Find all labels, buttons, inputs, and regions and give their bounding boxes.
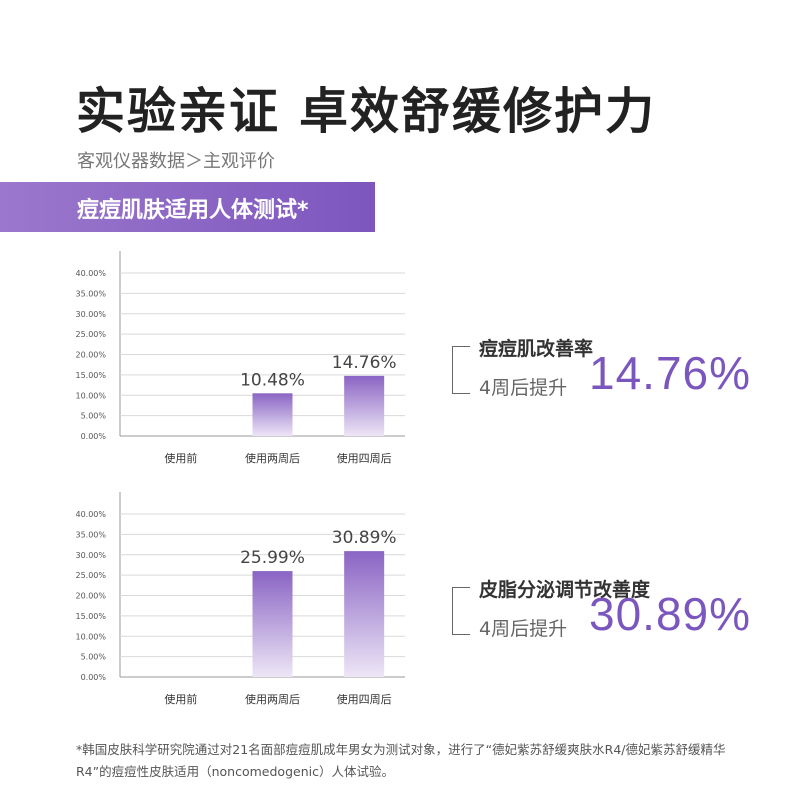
y-tick-label: 30.00% [75, 310, 106, 319]
acne-improvement-chart: 0.00% 5.00% 10.00% 15.00% 20.00% 25.00% 30.00%… [60, 243, 420, 468]
section-banner: 痘痘肌肤适用人体测试* [0, 182, 375, 232]
y-tick-label: 35.00% [75, 289, 106, 298]
category-label: 使用四周后 [337, 693, 392, 706]
page-title: 实验亲证 卓效舒缓修护力 [76, 83, 657, 140]
y-tick-label: 15.00% [75, 612, 106, 621]
category-label: 使用两周后 [245, 452, 300, 465]
data-label: 30.89% [332, 528, 397, 548]
page-subtitle: 客观仪器数据＞主观评价 [77, 151, 275, 172]
stat-prefix: 4周后提升 [479, 618, 568, 640]
y-tick-label: 40.00% [75, 269, 106, 278]
bar-chart-svg: 0.00% 5.00% 10.00% 15.00% 20.00% 25.00% 30.00%… [75, 492, 405, 706]
bar [344, 375, 385, 436]
y-tick-label: 25.00% [75, 571, 106, 580]
bar-chart-svg: 0.00% 5.00% 10.00% 15.00% 20.00% 25.00% 30.00%… [75, 251, 405, 465]
y-tick-label: 0.00% [81, 432, 107, 441]
stat-title: 皮脂分泌调节改善度 [479, 579, 651, 601]
stat-prefix: 4周后提升 [479, 377, 568, 399]
sebum-regulation-chart: 0.00% 5.00% 10.00% 15.00% 20.00% 25.00% 30.00%… [60, 484, 420, 709]
stat-value: 14.76% [589, 347, 752, 399]
category-label: 使用前 [164, 451, 197, 465]
y-tick-label: 25.00% [75, 330, 106, 339]
stat-sebum-regulation: 皮脂分泌调节改善度 4周后提升 30.89% [452, 575, 772, 655]
bar [252, 571, 293, 677]
y-tick-label: 35.00% [75, 530, 106, 539]
category-label: 使用前 [164, 692, 197, 706]
y-tick-label: 5.00% [81, 653, 107, 662]
y-tick-label: 0.00% [81, 673, 107, 682]
y-tick-label: 40.00% [75, 510, 106, 519]
y-tick-label: 30.00% [75, 551, 106, 560]
y-tick-label: 10.00% [75, 632, 106, 641]
category-label: 使用四周后 [337, 452, 392, 465]
category-label: 使用两周后 [245, 693, 300, 706]
y-tick-label: 20.00% [75, 592, 106, 601]
bar [344, 551, 385, 677]
y-tick-label: 20.00% [75, 351, 106, 360]
bar [252, 393, 293, 436]
y-tick-label: 10.00% [75, 391, 106, 400]
stat-title: 痘痘肌改善率 [479, 338, 594, 360]
bracket-decoration [452, 346, 470, 394]
banner-label: 痘痘肌肤适用人体测试* [77, 198, 309, 223]
footnote: *韩国皮肤科学研究院通过对21名面部痘痘肌成年男女为测试对象，进行了“德妃紫苏舒… [76, 742, 726, 779]
y-tick-label: 5.00% [81, 412, 107, 421]
bracket-decoration [452, 587, 470, 635]
data-label: 10.48% [240, 370, 305, 390]
data-label: 25.99% [240, 548, 305, 568]
y-tick-label: 15.00% [75, 371, 106, 380]
data-label: 14.76% [332, 353, 397, 373]
stat-acne-improvement: 痘痘肌改善率 4周后提升 14.76% [452, 334, 772, 414]
stat-value: 30.89% [589, 588, 752, 640]
